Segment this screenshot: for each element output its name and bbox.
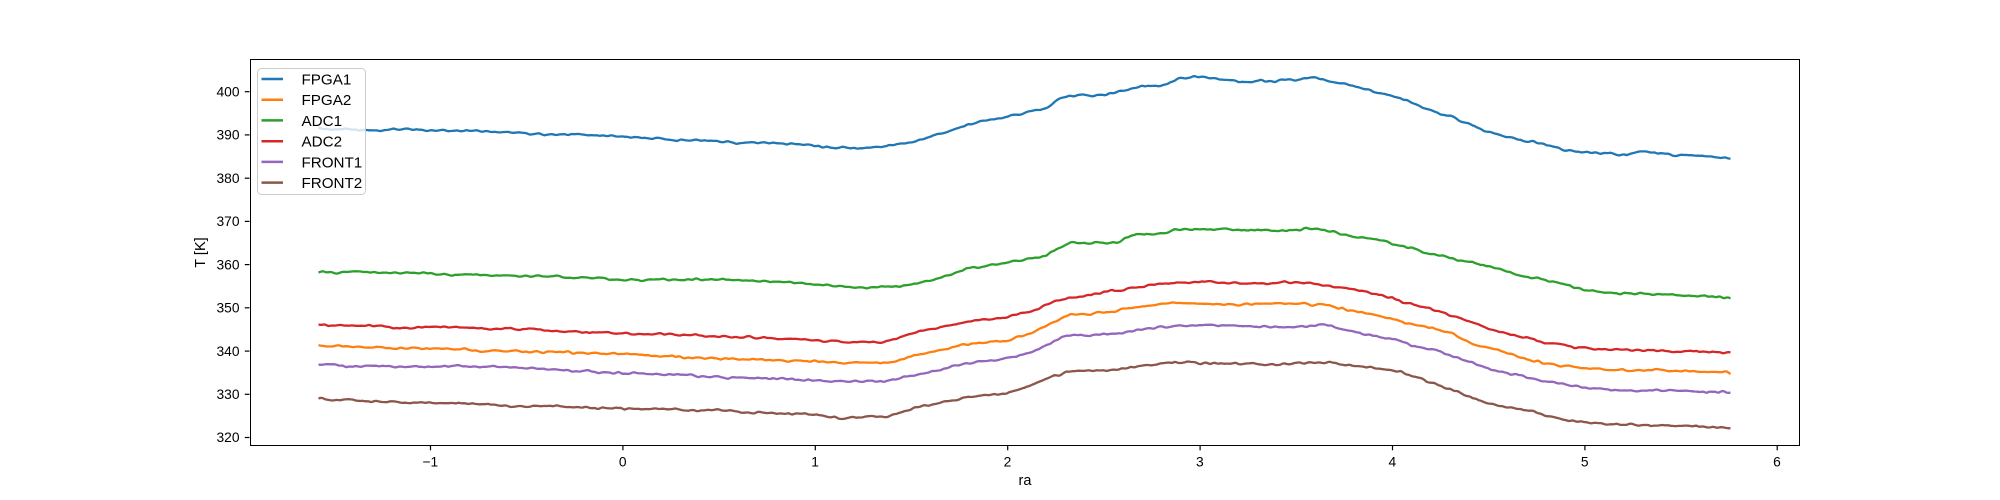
svg-text:FRONT2: FRONT2	[302, 175, 363, 192]
svg-text:4: 4	[1388, 455, 1396, 470]
svg-text:ADC2: ADC2	[302, 134, 343, 151]
svg-text:ADC1: ADC1	[302, 113, 343, 130]
svg-text:5: 5	[1581, 455, 1589, 470]
svg-text:400: 400	[216, 84, 239, 99]
svg-text:350: 350	[216, 301, 239, 316]
svg-text:380: 380	[216, 171, 239, 186]
svg-text:1: 1	[811, 455, 819, 470]
svg-text:FPGA2: FPGA2	[302, 92, 352, 109]
svg-text:320: 320	[216, 430, 239, 445]
svg-text:360: 360	[216, 257, 239, 272]
svg-text:−1: −1	[422, 455, 438, 470]
svg-text:FPGA1: FPGA1	[302, 71, 352, 88]
svg-text:6: 6	[1773, 455, 1781, 470]
svg-text:2: 2	[1004, 455, 1012, 470]
svg-text:ra: ra	[1019, 473, 1033, 489]
svg-text:3: 3	[1196, 455, 1204, 470]
svg-text:390: 390	[216, 128, 239, 143]
svg-text:FRONT1: FRONT1	[302, 154, 363, 171]
svg-text:330: 330	[216, 387, 239, 402]
svg-text:370: 370	[216, 214, 239, 229]
svg-text:T [K]: T [K]	[193, 237, 209, 267]
svg-text:0: 0	[619, 455, 627, 470]
svg-text:340: 340	[216, 344, 239, 359]
